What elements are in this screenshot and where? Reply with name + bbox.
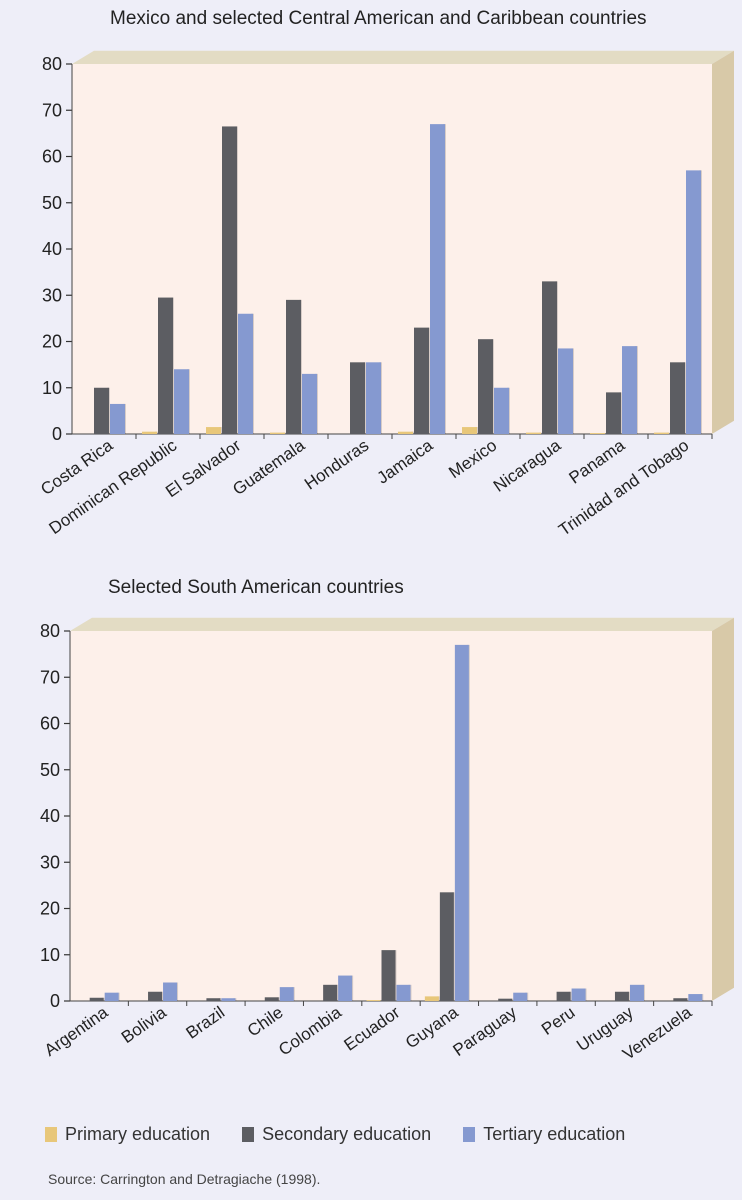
- bar-tertiary-el-salvador: [238, 313, 253, 434]
- y-tick-label: 0: [52, 424, 62, 444]
- bar-primary-jamaica: [398, 431, 413, 434]
- legend-swatch-primary: [45, 1127, 57, 1142]
- bar-tertiary-bolivia: [163, 982, 178, 1001]
- plot-area: [70, 631, 712, 1001]
- legend-item-secondary: Secondary education: [242, 1124, 431, 1145]
- y-tick-label: 20: [40, 899, 60, 919]
- bar-secondary-argentina: [89, 997, 104, 1001]
- x-label-bolivia: Bolivia: [118, 1002, 170, 1047]
- bar-secondary-costa-rica: [94, 387, 109, 434]
- bar-primary-guatemala: [270, 432, 285, 434]
- y-tick-label: 20: [42, 332, 62, 352]
- bar-secondary-mexico: [478, 339, 493, 434]
- bar-primary-panama: [590, 433, 605, 434]
- chart-title-central-america: Mexico and selected Central American and…: [110, 8, 647, 29]
- bar-secondary-el-salvador: [222, 126, 237, 434]
- bar-secondary-ecuador: [381, 950, 396, 1001]
- y-tick-label: 0: [50, 991, 60, 1011]
- y-tick-label: 60: [42, 147, 62, 167]
- bar-primary-el-salvador: [206, 427, 221, 434]
- bar-tertiary-guatemala: [302, 373, 317, 434]
- bar-secondary-venezuela: [673, 998, 688, 1001]
- y-tick-label: 80: [42, 54, 62, 74]
- bar-secondary-jamaica: [414, 327, 429, 434]
- chart-wall-top: [72, 50, 734, 64]
- y-tick-label: 50: [40, 760, 60, 780]
- bar-secondary-honduras: [350, 362, 365, 434]
- bar-tertiary-ecuador: [396, 984, 411, 1001]
- south-america-bar-chart: 0 10 20 30 40 50 60 70 80 Argentina Bolivia Brazil C…: [40, 617, 734, 1064]
- bar-tertiary-venezuela: [688, 994, 703, 1001]
- legend-label-tertiary: Tertiary education: [483, 1124, 626, 1144]
- bar-secondary-brazil: [206, 998, 221, 1001]
- y-tick-label: 30: [42, 285, 62, 305]
- bar-tertiary-panama: [622, 346, 637, 434]
- bar-tertiary-honduras: [366, 362, 381, 434]
- bar-tertiary-nicaragua: [558, 348, 573, 434]
- chart-wall-side: [712, 617, 734, 1001]
- bar-tertiary-brazil: [221, 998, 236, 1001]
- bar-tertiary-peru: [571, 988, 586, 1001]
- bar-primary-nicaragua: [526, 432, 541, 434]
- legend-item-tertiary: Tertiary education: [463, 1124, 625, 1145]
- bar-secondary-panama: [606, 392, 621, 434]
- bar-secondary-trinidad-and-tobago: [670, 362, 685, 434]
- bar-tertiary-argentina: [104, 992, 119, 1001]
- legend: Primary education Secondary education Te…: [45, 1124, 657, 1145]
- chart-title-south-america: Selected South American countries: [108, 577, 404, 598]
- bar-secondary-paraguay: [498, 998, 513, 1001]
- legend-label-secondary: Secondary education: [262, 1124, 432, 1144]
- bar-tertiary-jamaica: [430, 124, 445, 434]
- legend-item-primary: Primary education: [45, 1124, 210, 1145]
- bar-tertiary-chile: [279, 987, 294, 1001]
- bar-secondary-bolivia: [148, 991, 163, 1001]
- x-label-argentina: Argentina: [41, 1002, 112, 1060]
- y-tick-label: 10: [42, 378, 62, 398]
- y-tick-label: 40: [42, 239, 62, 259]
- source-note: Source: Carrington and Detragiache (1998…: [48, 1171, 321, 1187]
- bar-tertiary-colombia: [338, 975, 353, 1001]
- y-tick-label: 60: [40, 714, 60, 734]
- y-tick-label: 30: [40, 852, 60, 872]
- x-label-chile: Chile: [244, 1003, 287, 1041]
- bar-tertiary-costa-rica: [110, 403, 125, 434]
- bar-tertiary-trinidad-and-tobago: [686, 170, 701, 434]
- chart-wall-top: [70, 617, 734, 631]
- bar-secondary-dominican-republic: [158, 297, 173, 434]
- y-tick-label: 50: [42, 193, 62, 213]
- bar-tertiary-mexico: [494, 387, 509, 434]
- x-label-peru: Peru: [538, 1003, 578, 1039]
- x-label-brazil: Brazil: [182, 1003, 228, 1043]
- x-label-colombia: Colombia: [275, 1002, 345, 1059]
- y-tick-label: 70: [42, 100, 62, 120]
- bar-secondary-guatemala: [286, 299, 301, 434]
- bar-tertiary-uruguay: [629, 984, 644, 1001]
- y-tick-label: 80: [40, 621, 60, 641]
- bar-tertiary-dominican-republic: [174, 369, 189, 434]
- y-tick-label: 10: [40, 945, 60, 965]
- bar-secondary-colombia: [323, 984, 338, 1001]
- bar-secondary-peru: [556, 991, 571, 1001]
- bar-primary-ecuador: [366, 1000, 381, 1001]
- bar-secondary-nicaragua: [542, 281, 557, 434]
- bar-secondary-guyana: [439, 892, 454, 1001]
- bar-secondary-chile: [264, 997, 279, 1001]
- bar-primary-trinidad-and-tobago: [654, 432, 669, 434]
- bar-secondary-uruguay: [614, 991, 629, 1001]
- bar-tertiary-paraguay: [513, 992, 528, 1001]
- legend-swatch-tertiary: [463, 1127, 476, 1142]
- chart-wall-side: [712, 50, 734, 435]
- bar-primary-mexico: [462, 427, 477, 434]
- legend-swatch-secondary: [242, 1127, 255, 1142]
- x-label-paraguay: Paraguay: [450, 1002, 521, 1060]
- bar-tertiary-guyana: [454, 644, 469, 1001]
- bar-primary-guyana: [424, 996, 439, 1001]
- y-tick-label: 40: [40, 806, 60, 826]
- y-tick-label: 70: [40, 667, 60, 687]
- legend-label-primary: Primary education: [65, 1124, 211, 1144]
- x-label-ecuador: Ecuador: [341, 1003, 404, 1055]
- bar-primary-dominican-republic: [142, 431, 157, 434]
